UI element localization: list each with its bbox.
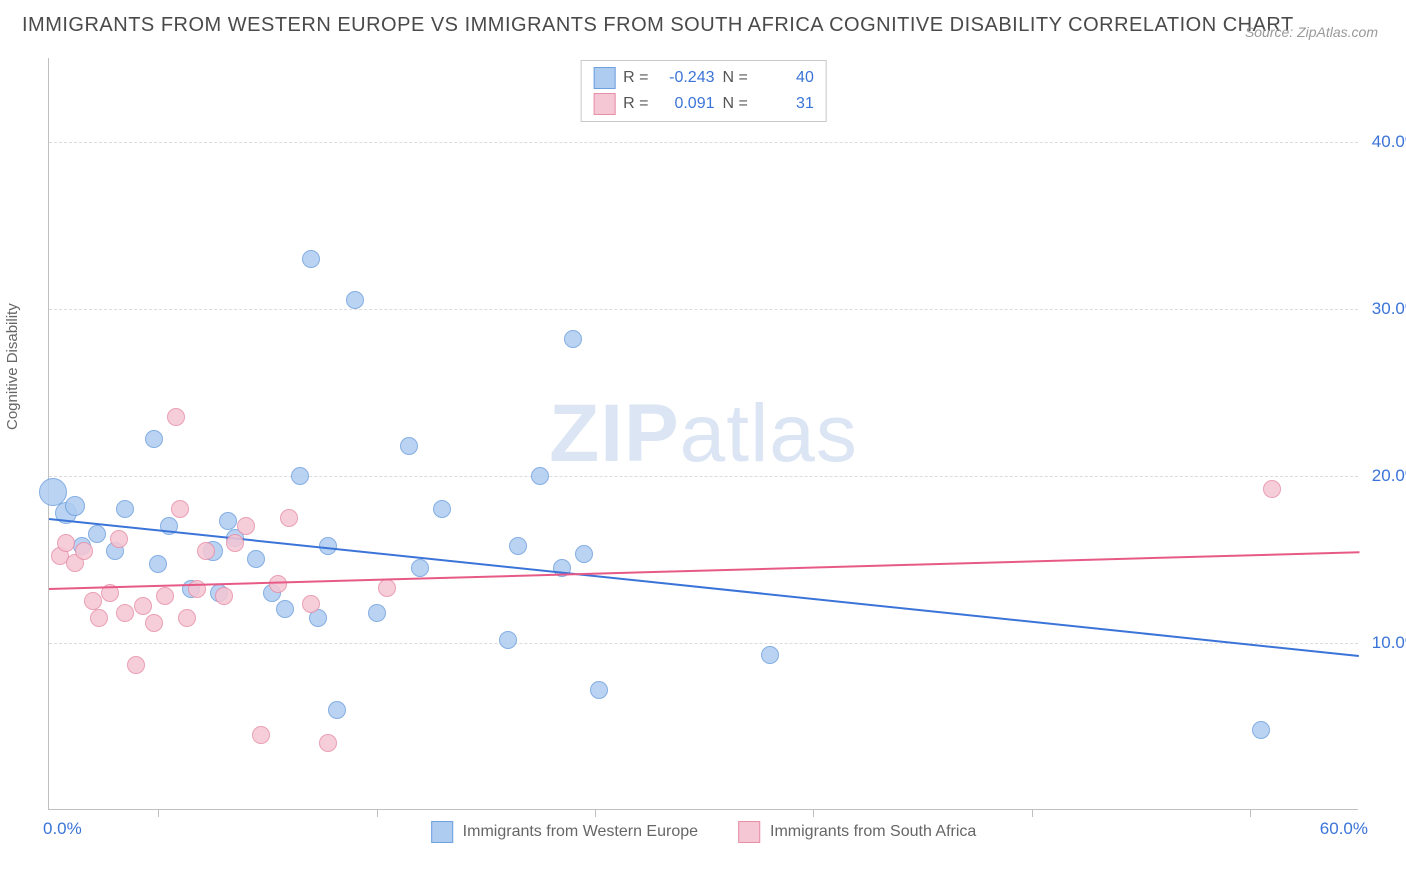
trend-line <box>49 518 1359 657</box>
data-point <box>75 542 93 560</box>
series-legend: Immigrants from Western Europe Immigrant… <box>431 821 977 843</box>
data-point <box>88 525 106 543</box>
chart-title: IMMIGRANTS FROM WESTERN EUROPE VS IMMIGR… <box>22 14 1294 37</box>
data-point <box>368 604 386 622</box>
data-point <box>197 542 215 560</box>
r-value: -0.243 <box>657 69 715 87</box>
correlation-legend: R = -0.243 N = 40 R = 0.091 N = 31 <box>580 60 827 122</box>
data-point <box>531 467 549 485</box>
data-point <box>57 534 75 552</box>
data-point <box>116 500 134 518</box>
data-point <box>247 550 265 568</box>
x-tick <box>158 809 159 817</box>
data-point <box>65 496 85 516</box>
y-tick-label: 10.0% <box>1372 633 1406 653</box>
data-point <box>145 430 163 448</box>
data-point <box>302 595 320 613</box>
data-point <box>1252 721 1270 739</box>
x-axis-min: 0.0% <box>43 819 82 839</box>
legend-item-series-2: Immigrants from South Africa <box>738 821 976 843</box>
swatch-icon <box>593 67 615 89</box>
data-point <box>378 579 396 597</box>
legend-row-series-1: R = -0.243 N = 40 <box>593 65 814 91</box>
series-name: Immigrants from South Africa <box>770 823 976 841</box>
swatch-icon <box>738 821 760 843</box>
trend-line <box>49 551 1359 590</box>
x-tick <box>813 809 814 817</box>
data-point <box>84 592 102 610</box>
data-point <box>509 537 527 555</box>
data-point <box>319 734 337 752</box>
data-point <box>564 330 582 348</box>
data-point <box>269 575 287 593</box>
data-point <box>171 500 189 518</box>
n-label: N = <box>723 69 748 87</box>
data-point <box>156 587 174 605</box>
watermark: ZIPatlas <box>549 387 858 481</box>
swatch-icon <box>593 93 615 115</box>
series-name: Immigrants from Western Europe <box>463 823 698 841</box>
swatch-icon <box>431 821 453 843</box>
data-point <box>219 512 237 530</box>
r-value: 0.091 <box>657 95 715 113</box>
data-point <box>167 408 185 426</box>
n-label: N = <box>723 95 748 113</box>
r-label: R = <box>623 69 648 87</box>
x-axis-max: 60.0% <box>1320 819 1368 839</box>
scatter-chart: ZIPatlas R = -0.243 N = 40 R = 0.091 N =… <box>48 58 1358 810</box>
data-point <box>328 701 346 719</box>
data-point <box>127 656 145 674</box>
data-point <box>280 509 298 527</box>
gridline <box>49 476 1358 477</box>
gridline <box>49 142 1358 143</box>
data-point <box>302 250 320 268</box>
data-point <box>178 609 196 627</box>
x-tick <box>595 809 596 817</box>
data-point <box>90 609 108 627</box>
x-tick <box>1032 809 1033 817</box>
data-point <box>252 726 270 744</box>
data-point <box>134 597 152 615</box>
y-axis-label: Cognitive Disability <box>4 303 21 430</box>
data-point <box>346 291 364 309</box>
n-value: 31 <box>756 95 814 113</box>
data-point <box>237 517 255 535</box>
data-point <box>149 555 167 573</box>
legend-item-series-1: Immigrants from Western Europe <box>431 821 698 843</box>
n-value: 40 <box>756 69 814 87</box>
data-point <box>226 534 244 552</box>
r-label: R = <box>623 95 648 113</box>
data-point <box>145 614 163 632</box>
y-tick-label: 40.0% <box>1372 132 1406 152</box>
data-point <box>499 631 517 649</box>
data-point <box>276 600 294 618</box>
data-point <box>116 604 134 622</box>
data-point <box>400 437 418 455</box>
data-point <box>590 681 608 699</box>
gridline <box>49 309 1358 310</box>
y-tick-label: 30.0% <box>1372 299 1406 319</box>
data-point <box>761 646 779 664</box>
y-tick-label: 20.0% <box>1372 466 1406 486</box>
data-point <box>215 587 233 605</box>
data-point <box>433 500 451 518</box>
data-point <box>411 559 429 577</box>
x-tick <box>377 809 378 817</box>
source-attribution: Source: ZipAtlas.com <box>1245 24 1378 40</box>
data-point <box>575 545 593 563</box>
data-point <box>1263 480 1281 498</box>
x-tick <box>1250 809 1251 817</box>
gridline <box>49 643 1358 644</box>
data-point <box>110 530 128 548</box>
data-point <box>291 467 309 485</box>
legend-row-series-2: R = 0.091 N = 31 <box>593 91 814 117</box>
